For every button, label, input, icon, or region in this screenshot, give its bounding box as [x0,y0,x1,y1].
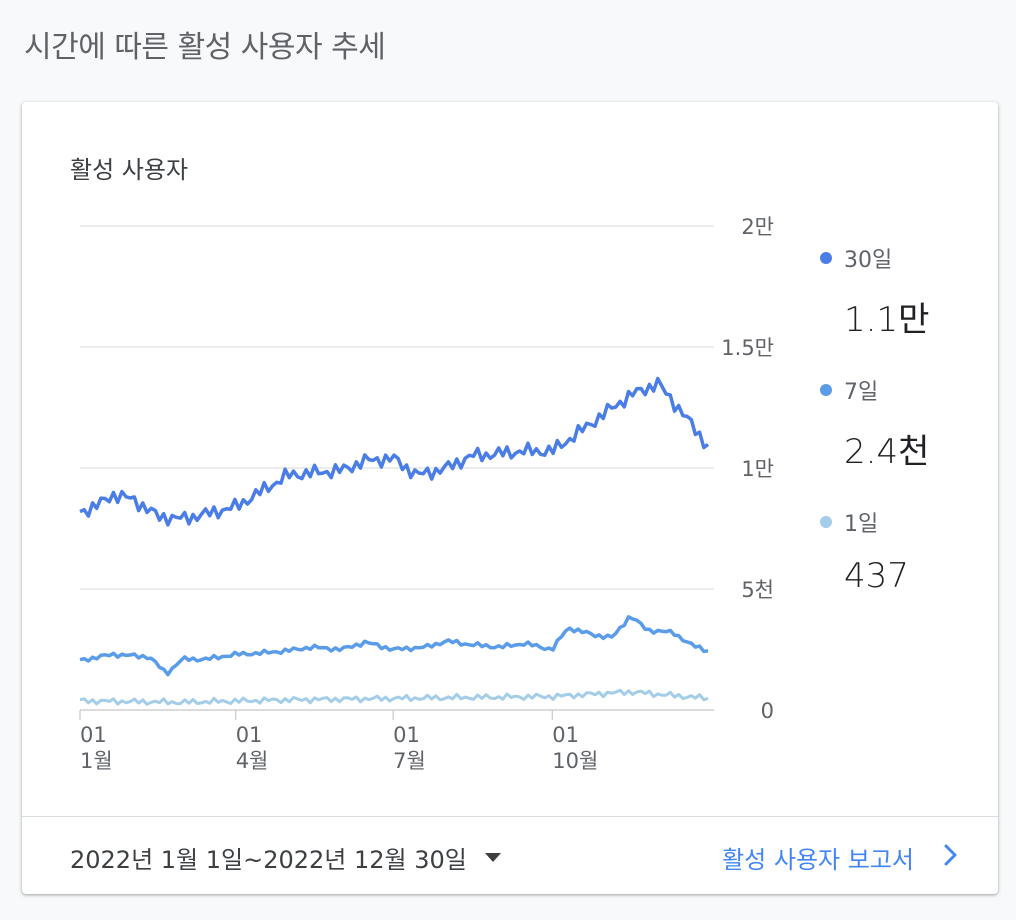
legend-value-1d: 437 [844,556,909,596]
legend-value-7d: 2.4천 [844,432,930,472]
legend-dot-30d [820,252,832,264]
legend-item-30d: 30일 1.1만 [820,242,929,341]
legend-dot-1d [820,516,832,528]
legend-label-7d: 7일 [844,380,879,405]
active-users-report-link[interactable]: 활성 사용자 보고서 [722,840,958,875]
caret-down-icon [484,853,501,862]
y-tick-label-2: 1만 [741,457,774,481]
legend-label-1d: 1일 [844,512,879,537]
card-title: 활성 사용자 [70,156,189,184]
y-tick-label-0: 0 [761,699,774,723]
date-range-label: 2022년 1월 1일~2022년 12월 30일 [70,846,467,874]
y-tick-label-3: 1.5만 [721,336,774,360]
x-tick-month-2: 7월 [393,749,426,773]
series-line-2 [79,688,709,706]
legend-item-7d: 7일 2.4천 [820,374,929,473]
x-tick-month-0: 1월 [80,749,113,773]
legend-label-30d: 30일 [844,248,893,273]
x-tick-month-1: 4월 [236,749,269,773]
series-line-0 [79,376,710,527]
date-range-selector[interactable]: 2022년 1월 1일~2022년 12월 30일 [70,840,501,875]
section-title: 시간에 따른 활성 사용자 추세 [24,30,386,65]
x-tick-month-3: 10월 [552,749,598,773]
legend-value-30d: 1.1만 [844,300,930,340]
series-line-1 [79,615,709,677]
x-tick-day-2: 01 [393,723,420,747]
card-divider [22,816,998,817]
x-tick-day-1: 01 [236,723,263,747]
active-users-card: 활성 사용자 0 5천 1만 1.5만 2만 01 1월 01 4월 01 7월 01 10월 30일 … [22,102,998,894]
y-tick-label-1: 5천 [741,578,774,602]
legend-item-1d: 1일 437 [820,506,909,596]
x-tick-day-3: 01 [552,723,579,747]
chevron-right-icon [944,844,958,872]
legend-dot-7d [820,384,832,396]
report-link-label: 활성 사용자 보고서 [722,846,914,874]
y-tick-label-4: 2만 [741,215,774,239]
x-tick-day-0: 01 [80,723,107,747]
